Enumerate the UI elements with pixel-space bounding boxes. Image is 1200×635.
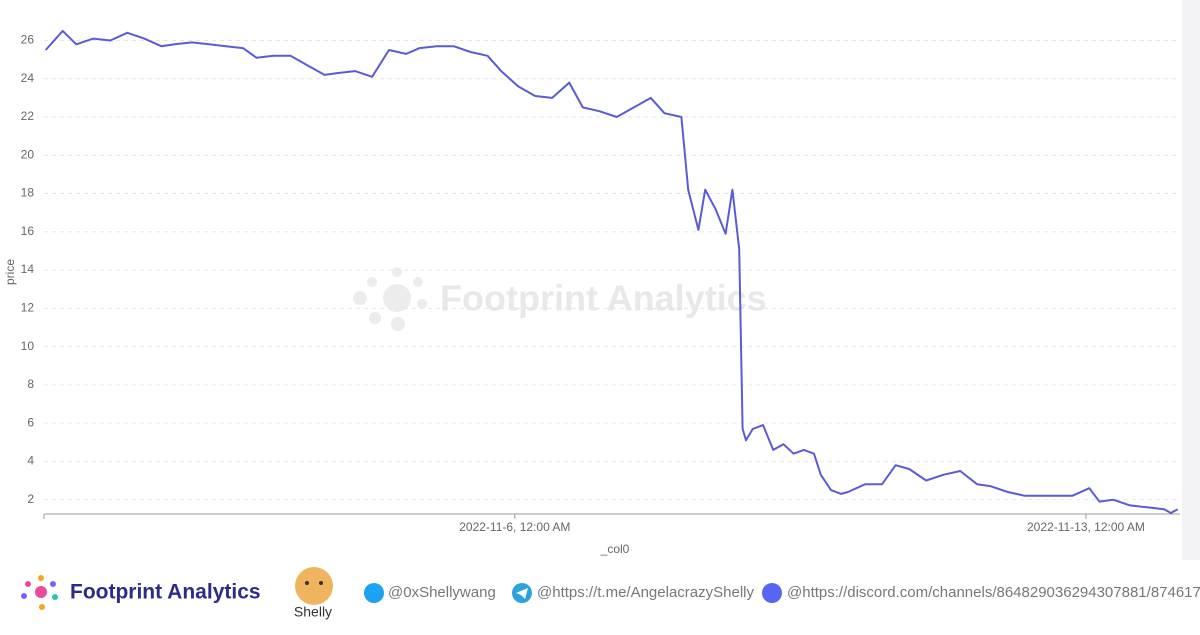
y-tick-label: 26 (21, 33, 35, 47)
y-axis-label: price (3, 259, 17, 285)
y-tick-label: 2 (27, 492, 34, 506)
y-tick-label: 10 (21, 339, 35, 353)
x-axis-label: _col0 (600, 542, 630, 556)
y-tick-label: 6 (27, 415, 34, 429)
discord-link: @https://discord.com/channels/8648290362… (787, 584, 1200, 601)
author: Shelly (294, 604, 332, 620)
discord-icon (762, 583, 782, 603)
twitter-handle: @0xShellywang (388, 584, 496, 601)
x-tick-label: 2022-11-6, 12:00 AM (459, 520, 570, 534)
y-tick-label: 20 (21, 147, 35, 161)
footer: Footprint Analytics Shelly @0xShellywang… (21, 567, 1200, 620)
brand-name: Footprint Analytics (70, 581, 261, 604)
y-tick-label: 18 (21, 186, 35, 200)
watermark-text: Footprint Analytics (440, 278, 767, 319)
watermark: Footprint Analytics (353, 267, 767, 331)
price-line (44, 29, 1179, 514)
brand-logo (21, 575, 58, 610)
avatar (295, 567, 333, 605)
y-tick-label: 12 (21, 301, 35, 315)
telegram-link: @https://t.me/AngelacrazyShelly (537, 584, 754, 601)
y-tick-label: 24 (21, 71, 35, 85)
y-tick-label: 22 (21, 109, 35, 123)
x-tick-label: 2022-11-13, 12:00 AM (1027, 520, 1145, 534)
y-tick-label: 4 (27, 454, 34, 468)
scrollbar (1182, 0, 1200, 560)
twitter-icon (364, 583, 384, 603)
y-tick-label: 14 (21, 262, 35, 276)
y-tick-label: 8 (27, 377, 34, 391)
y-tick-label: 16 (21, 224, 35, 238)
